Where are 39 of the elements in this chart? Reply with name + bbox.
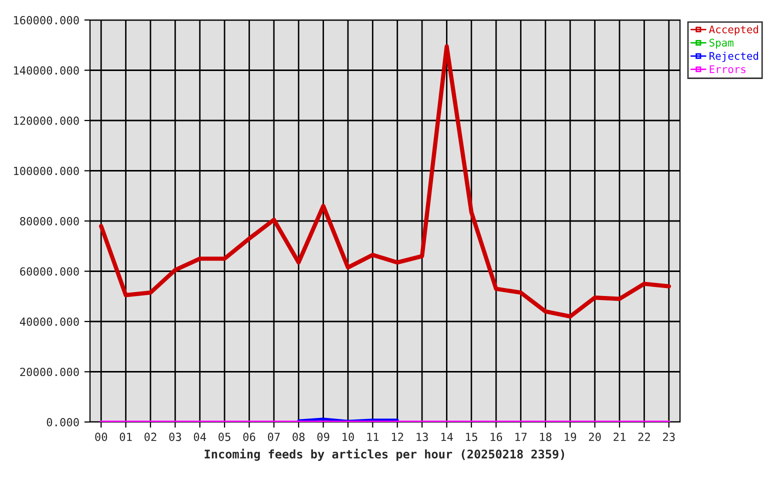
x-tick-label: 14 <box>441 432 453 441</box>
x-tick-label: 15 <box>466 432 478 442</box>
y-tick-label: 20000.000 <box>20 368 79 376</box>
x-tick-label: 21 <box>614 432 626 441</box>
x-tick-label: 18 <box>540 432 552 442</box>
y-tick-label: 140000.000 <box>14 66 79 75</box>
y-tick-label: 100000.000 <box>14 166 79 176</box>
legend-label: Errors <box>710 65 746 74</box>
x-tick-label: 05 <box>218 432 230 442</box>
x-tick-label: 11 <box>367 432 379 441</box>
x-tick-label: 19 <box>564 432 576 442</box>
x-tick-label: 00 <box>95 432 108 442</box>
legend-label: Rejected <box>710 52 758 62</box>
legend-label: Accepted <box>709 25 758 36</box>
x-tick-label: 17 <box>515 432 527 441</box>
x-tick-label: 03 <box>169 432 182 442</box>
x-tick-label: 23 <box>663 432 675 442</box>
x-tick-label: 16 <box>490 432 502 442</box>
y-tick-label: 40000.000 <box>20 318 79 326</box>
x-tick-label: 04 <box>194 432 206 442</box>
x-tick-label: 10 <box>342 432 354 442</box>
x-tick-label: 09 <box>317 432 330 442</box>
x-tick-label: 20 <box>588 432 601 442</box>
y-tick-label: 120000.000 <box>14 116 79 125</box>
x-tick-label: 06 <box>243 432 256 442</box>
x-axis-title: Incoming feeds by articles per hour (20250218 2359) <box>204 448 564 461</box>
x-tick-label: 07 <box>268 432 280 442</box>
y-tick-label: 60000.000 <box>20 267 79 276</box>
line-series <box>99 44 671 319</box>
x-tick-label: 13 <box>416 432 428 442</box>
x-tick-label: 01 <box>120 432 132 442</box>
x-tick-label: 08 <box>292 432 305 442</box>
y-tick-label: 80000.000 <box>20 217 79 226</box>
x-tick-label: 02 <box>144 432 156 442</box>
legend-label: Spam <box>710 38 734 49</box>
x-tick-label: 22 <box>638 432 650 441</box>
y-tick-label: 160000.000 <box>14 16 79 24</box>
y-tick-label: 0.000 <box>46 418 79 426</box>
x-tick-label: 12 <box>392 432 404 441</box>
